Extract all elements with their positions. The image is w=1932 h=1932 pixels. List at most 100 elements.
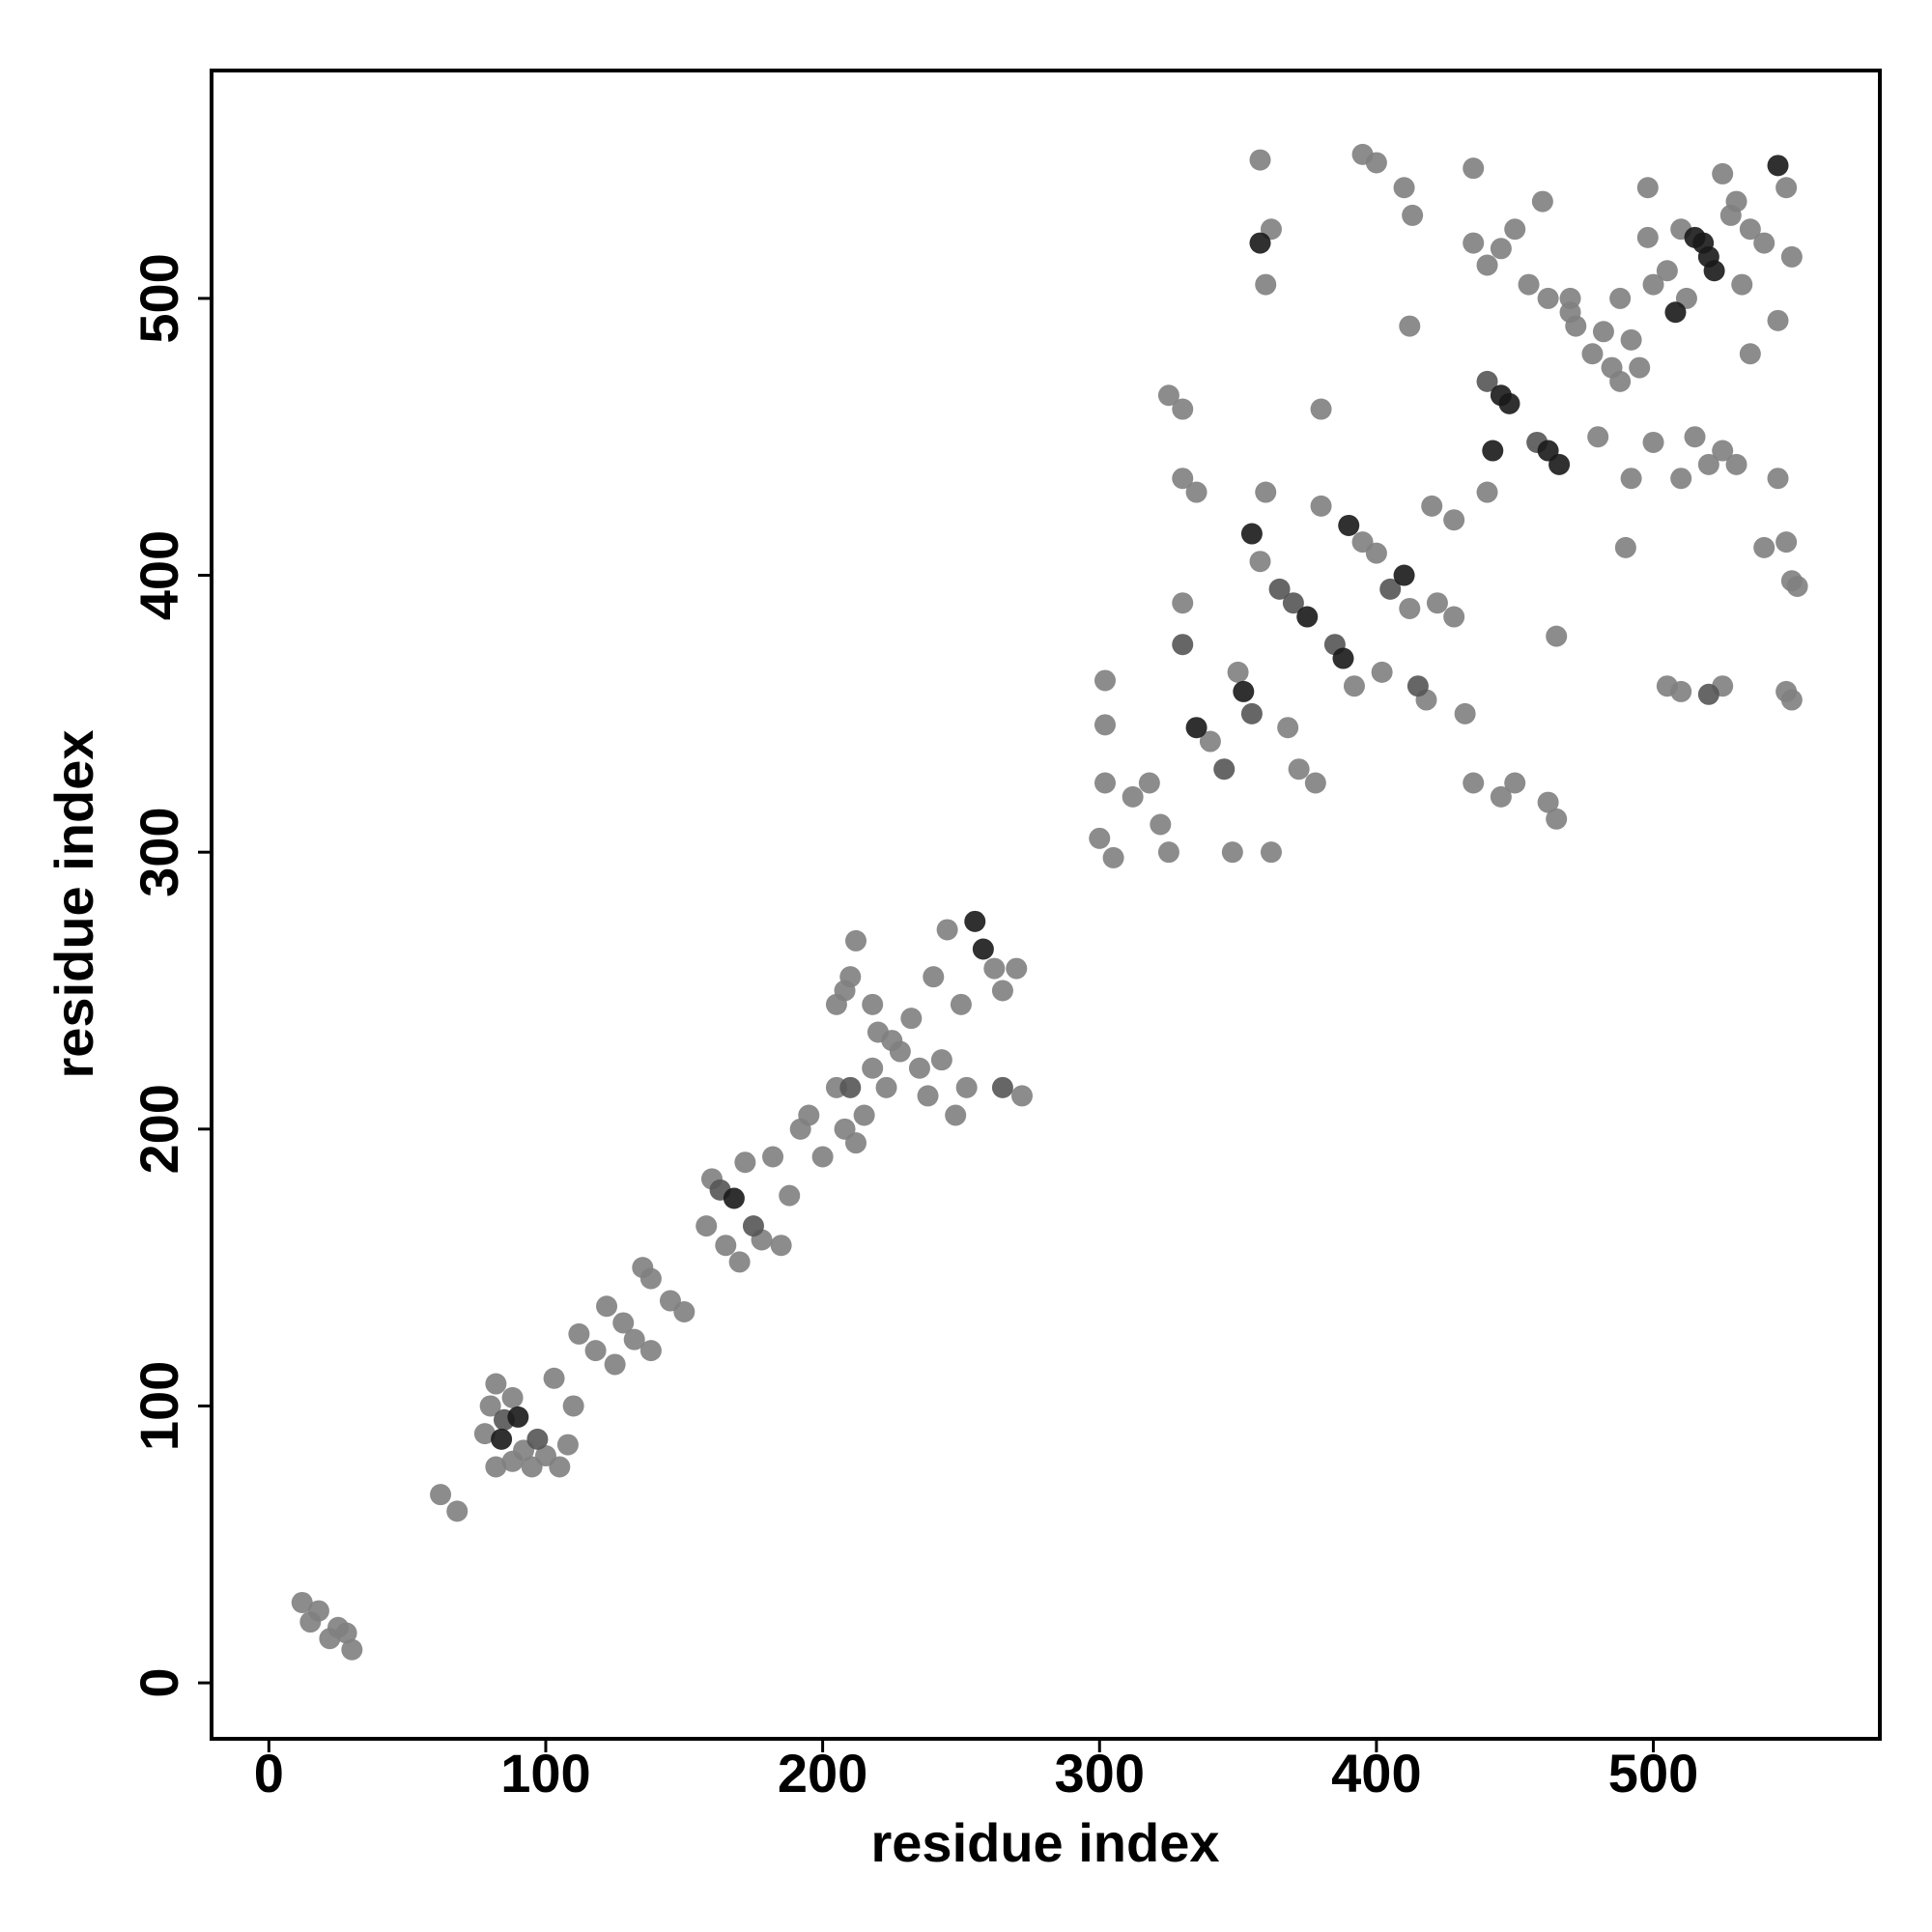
point <box>972 938 994 960</box>
point <box>1537 791 1559 813</box>
point <box>543 1367 565 1389</box>
point <box>639 1340 662 1362</box>
point <box>1504 218 1526 241</box>
y-tick-label: 400 <box>128 530 189 620</box>
point <box>556 1434 579 1456</box>
point <box>1138 772 1160 794</box>
point <box>742 1215 764 1237</box>
point <box>1697 683 1719 705</box>
point <box>1249 149 1271 171</box>
point <box>507 1406 529 1428</box>
point <box>1296 606 1319 628</box>
point <box>955 1076 978 1098</box>
point <box>950 993 972 1015</box>
point <box>549 1456 571 1478</box>
x-tick-label: 0 <box>254 1743 284 1804</box>
point <box>1504 772 1526 794</box>
point <box>1587 426 1609 448</box>
point <box>1172 468 1194 490</box>
point <box>1240 523 1263 545</box>
point <box>1249 232 1271 254</box>
point <box>1776 531 1798 554</box>
point <box>639 1267 662 1290</box>
point <box>562 1395 584 1417</box>
point <box>1463 772 1485 794</box>
point <box>1636 226 1659 248</box>
point <box>1399 597 1421 619</box>
point <box>1227 661 1249 683</box>
point <box>335 1622 357 1644</box>
x-tick-label: 200 <box>778 1743 867 1804</box>
y-tick-label: 500 <box>128 253 189 343</box>
point <box>889 1040 911 1063</box>
point <box>1592 321 1614 343</box>
point <box>1548 453 1571 475</box>
point <box>1157 841 1179 864</box>
point <box>1365 152 1387 174</box>
point <box>1642 431 1664 453</box>
point <box>1697 453 1719 475</box>
point <box>991 980 1013 1002</box>
point <box>1664 301 1687 324</box>
y-tick-label: 0 <box>128 1668 189 1698</box>
point <box>604 1353 626 1376</box>
point <box>1753 536 1776 558</box>
point <box>1546 625 1568 647</box>
point <box>1546 808 1568 830</box>
point <box>696 1215 718 1237</box>
point <box>1172 592 1194 614</box>
point <box>1731 273 1753 296</box>
point <box>1199 730 1221 753</box>
point <box>501 1450 524 1472</box>
point <box>1531 190 1553 213</box>
point <box>1406 675 1429 697</box>
point <box>1767 468 1789 490</box>
point <box>923 966 945 988</box>
point <box>1185 717 1208 739</box>
point <box>1490 238 1512 260</box>
point <box>1767 155 1789 177</box>
point <box>1739 218 1761 241</box>
point <box>1636 177 1659 199</box>
point <box>900 1008 923 1030</box>
point <box>1656 260 1678 282</box>
point <box>1249 551 1271 573</box>
point <box>1185 481 1208 503</box>
point <box>930 1049 952 1071</box>
point <box>825 993 847 1015</box>
point <box>1620 328 1642 351</box>
point <box>1399 315 1421 337</box>
point <box>723 1187 745 1209</box>
point <box>1753 232 1776 254</box>
point <box>1288 758 1310 781</box>
point <box>291 1591 313 1613</box>
point <box>991 1076 1013 1098</box>
x-tick-label: 100 <box>500 1743 590 1804</box>
x-tick-label: 400 <box>1331 1743 1421 1804</box>
point <box>1786 576 1808 598</box>
point <box>673 1301 696 1323</box>
point <box>1094 772 1116 794</box>
point <box>779 1184 801 1207</box>
point <box>1393 564 1415 586</box>
point <box>1609 370 1632 392</box>
point <box>853 1104 875 1126</box>
point <box>936 919 958 941</box>
point <box>1102 846 1124 868</box>
point <box>1094 669 1116 692</box>
y-axis-label: residue index <box>43 729 104 1078</box>
point <box>1089 827 1111 849</box>
point <box>728 1251 751 1273</box>
point <box>485 1456 507 1478</box>
point <box>1780 689 1803 711</box>
point <box>1670 468 1692 490</box>
x-axis-label: residue index <box>870 1812 1219 1873</box>
point <box>1233 680 1255 702</box>
point <box>770 1235 792 1257</box>
point <box>875 1076 897 1098</box>
point <box>1490 785 1512 808</box>
point <box>1614 536 1636 558</box>
point <box>1476 370 1498 392</box>
point <box>307 1600 329 1622</box>
point <box>1240 702 1263 724</box>
